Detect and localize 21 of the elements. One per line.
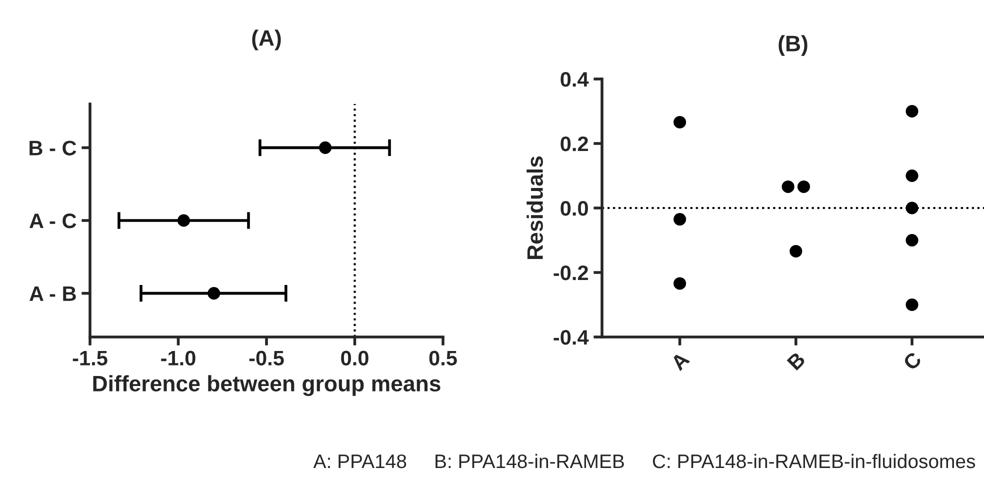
x-axis-title: Difference between group means xyxy=(93,375,440,396)
x-tick-label: C xyxy=(902,350,922,372)
y-tick-label: -0.2 xyxy=(554,266,588,280)
y-tick-label: A - C xyxy=(30,214,76,228)
y-tick-label: A - B xyxy=(30,286,76,301)
x-tick-label: 0.5 xyxy=(429,350,457,366)
chart-title: (A) xyxy=(252,30,281,50)
x-tick-label: B xyxy=(786,351,806,371)
x-tick-label: -1.0 xyxy=(161,350,196,366)
y-tick-label: 0.2 xyxy=(560,136,588,152)
x-tick-label: A xyxy=(670,351,690,372)
y-tick-label: B - C xyxy=(30,140,76,156)
chart-title: (B) xyxy=(778,35,808,56)
y-tick-label: -0.4 xyxy=(554,330,589,345)
y-tick-label: 0.0 xyxy=(560,201,588,216)
y-tick-label: 0.4 xyxy=(560,72,589,87)
text: A: PPA148 B: PPA148-in-RAMEB C: PPA148-in-RAMEB-in-fluidosomes xyxy=(313,454,976,468)
x-tick-label: -1.5 xyxy=(72,350,108,366)
x-tick-label: -0.5 xyxy=(249,350,284,366)
x-tick-label: 0.0 xyxy=(341,350,368,366)
y-axis-title: Residuals xyxy=(526,156,543,259)
